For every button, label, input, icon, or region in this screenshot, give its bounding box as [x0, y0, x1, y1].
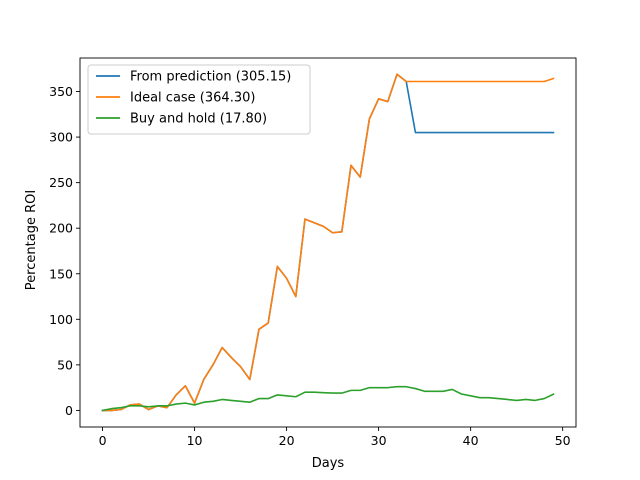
legend-entry-1: From prediction (305.15) [130, 70, 291, 85]
x-tick-label: 40 [463, 433, 479, 448]
plot-area [101, 73, 555, 412]
x-tick-label: 0 [99, 433, 107, 448]
series-line-3 [101, 385, 555, 412]
axes: 0 10 20 30 40 50 0 50 100 150 200 250 300 350 [49, 57, 577, 448]
legend-box [87, 64, 311, 135]
x-tick-label: 30 [371, 433, 387, 448]
y-tick-label: 150 [49, 266, 73, 281]
x-tick-label: 20 [279, 433, 295, 448]
series-line-2 [101, 73, 555, 412]
y-tick-label: 50 [57, 357, 73, 372]
y-tick-label: 250 [49, 175, 73, 190]
y-axis-label: Percentage ROI [24, 190, 39, 290]
y-tick-label: 350 [49, 84, 73, 99]
y-tick-label: 100 [49, 312, 73, 327]
y-tick-label: 200 [49, 221, 73, 236]
legend-entry-2: Ideal case (364.30) [130, 91, 255, 106]
y-tick-label: 300 [49, 130, 73, 145]
axes-frame [79, 57, 577, 428]
legend-entry-3: Buy and hold (17.80) [130, 112, 267, 127]
y-tick-label: 0 [65, 403, 73, 418]
x-tick-label: 50 [555, 433, 571, 448]
legend: From prediction (305.15) Ideal case (364.… [87, 64, 311, 135]
x-axis-label: Days [312, 456, 345, 471]
x-tick-label: 10 [187, 433, 203, 448]
